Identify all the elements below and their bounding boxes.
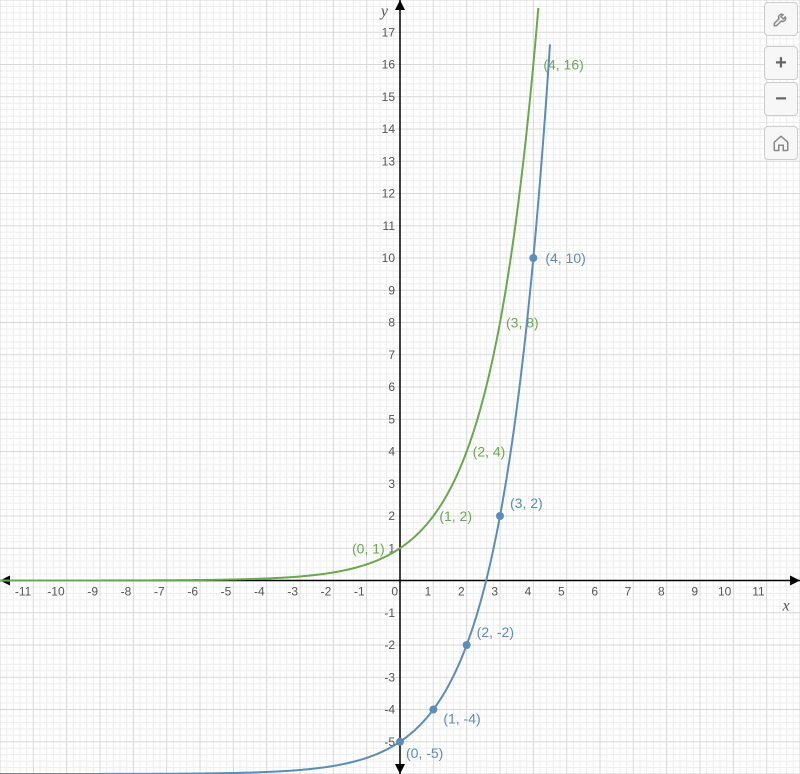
svg-text:11: 11 <box>752 585 765 599</box>
svg-text:10: 10 <box>382 251 396 265</box>
zoom-in-button[interactable]: + <box>764 46 798 80</box>
svg-text:6: 6 <box>591 585 598 599</box>
svg-text:11: 11 <box>383 219 396 233</box>
svg-text:7: 7 <box>388 348 395 362</box>
data-point <box>529 254 537 262</box>
data-point <box>396 738 404 746</box>
point-label: (3, 2) <box>510 495 543 511</box>
data-point <box>496 512 504 520</box>
svg-text:17: 17 <box>382 25 396 39</box>
svg-text:8: 8 <box>388 316 395 330</box>
point-label: (1, 2) <box>439 508 472 524</box>
point-label: (2, -2) <box>477 624 514 640</box>
svg-text:9: 9 <box>388 283 395 297</box>
home-icon <box>772 134 790 152</box>
svg-text:-1: -1 <box>354 585 365 599</box>
data-point <box>463 641 471 649</box>
svg-text:-11: -11 <box>15 585 32 599</box>
svg-text:14: 14 <box>382 122 396 136</box>
svg-text:-5: -5 <box>221 585 232 599</box>
svg-text:y: y <box>379 3 389 20</box>
point-label: (1, -4) <box>443 711 480 727</box>
data-point <box>429 706 437 714</box>
svg-text:8: 8 <box>658 585 665 599</box>
svg-text:-4: -4 <box>254 585 265 599</box>
svg-text:2: 2 <box>388 509 395 523</box>
svg-text:5: 5 <box>388 412 395 426</box>
minus-icon: − <box>775 88 787 111</box>
svg-text:7: 7 <box>625 585 632 599</box>
svg-text:-2: -2 <box>384 638 395 652</box>
home-button[interactable] <box>764 126 798 160</box>
svg-text:2: 2 <box>458 585 465 599</box>
settings-button[interactable] <box>764 2 798 36</box>
svg-text:6: 6 <box>388 380 395 394</box>
svg-text:3: 3 <box>491 585 498 599</box>
wrench-icon <box>772 10 790 28</box>
zoom-out-button[interactable]: − <box>764 82 798 116</box>
svg-text:15: 15 <box>382 90 396 104</box>
svg-text:1: 1 <box>425 585 432 599</box>
point-label: (4, 10) <box>545 250 585 266</box>
svg-text:-3: -3 <box>384 670 395 684</box>
svg-text:-3: -3 <box>287 585 298 599</box>
point-label: (0, 1) <box>352 540 385 556</box>
svg-text:-4: -4 <box>384 703 395 717</box>
svg-text:-2: -2 <box>321 585 332 599</box>
svg-text:10: 10 <box>718 585 732 599</box>
svg-text:4: 4 <box>525 585 532 599</box>
point-label: (2, 4) <box>473 444 506 460</box>
svg-text:16: 16 <box>382 58 396 72</box>
chart-container: -11-10-9-8-7-6-5-4-3-2-101234567891011-5… <box>0 0 800 774</box>
svg-text:-6: -6 <box>187 585 198 599</box>
svg-text:-1: -1 <box>384 606 395 620</box>
point-label: (3, 8) <box>506 315 539 331</box>
svg-text:12: 12 <box>382 187 396 201</box>
toolbar: + − <box>764 2 798 160</box>
svg-text:-10: -10 <box>47 585 65 599</box>
svg-text:4: 4 <box>388 445 395 459</box>
plot-svg[interactable]: -11-10-9-8-7-6-5-4-3-2-101234567891011-5… <box>0 0 800 774</box>
svg-text:-9: -9 <box>87 585 98 599</box>
svg-text:0: 0 <box>391 585 398 599</box>
svg-text:13: 13 <box>382 154 396 168</box>
svg-text:9: 9 <box>691 585 698 599</box>
svg-text:5: 5 <box>558 585 565 599</box>
svg-text:-7: -7 <box>154 585 165 599</box>
point-label: (0, -5) <box>406 745 443 761</box>
plus-icon: + <box>775 52 787 75</box>
svg-text:-8: -8 <box>121 585 132 599</box>
svg-text:3: 3 <box>388 477 395 491</box>
svg-text:x: x <box>781 598 789 615</box>
